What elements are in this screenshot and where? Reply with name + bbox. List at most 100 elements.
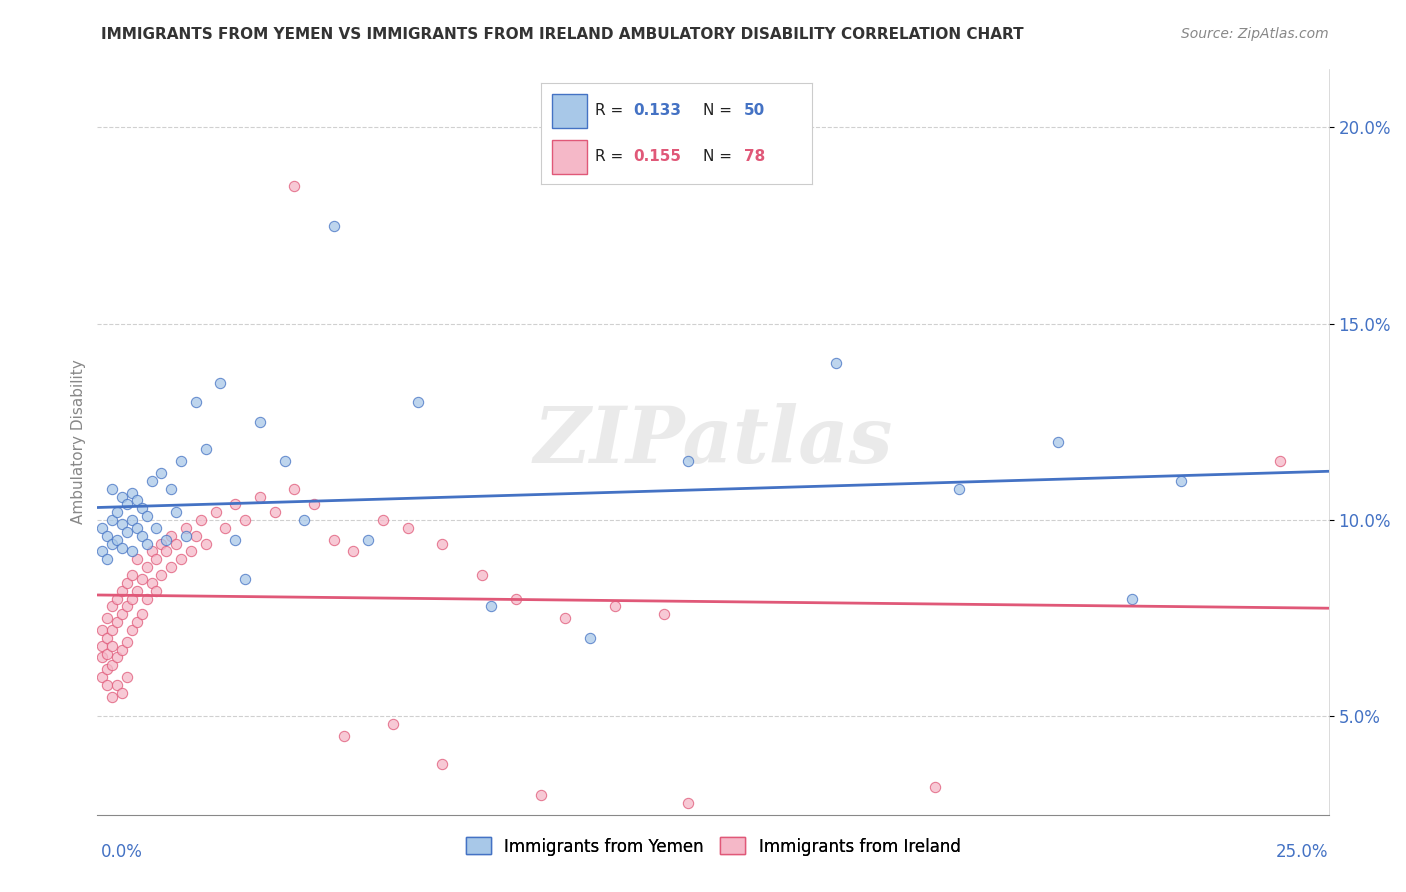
Point (91, 670, 114, 684)
Point (430, 536, 453, 550)
Point (160, 529, 183, 543)
Point (209, 376, 232, 390)
Point (283, 179, 305, 194)
Point (204, 505, 226, 519)
Point (91, 521, 114, 535)
Text: 25.0%: 25.0% (1277, 843, 1329, 861)
Point (131, 529, 153, 543)
Point (125, 615, 148, 629)
Point (170, 552, 193, 566)
Point (101, 639, 124, 653)
Point (141, 575, 163, 590)
Point (145, 552, 167, 566)
Point (96, 678, 118, 692)
Point (111, 583, 134, 598)
Point (135, 509, 157, 524)
Point (224, 533, 246, 547)
Legend: Immigrants from Yemen, Immigrants from Ireland: Immigrants from Yemen, Immigrants from I… (458, 830, 967, 863)
Point (825, 356, 848, 370)
Point (121, 568, 143, 582)
Point (121, 513, 143, 527)
Point (96, 662, 118, 676)
Point (505, 591, 527, 606)
Point (141, 474, 163, 488)
Point (111, 607, 134, 622)
Point (322, 219, 344, 233)
Point (371, 513, 394, 527)
Point (101, 690, 124, 704)
Point (174, 521, 197, 535)
Point (105, 650, 128, 665)
Point (652, 607, 675, 622)
Point (131, 501, 153, 516)
Point (141, 544, 163, 558)
Point (481, 599, 503, 614)
Point (530, 788, 553, 802)
Point (249, 490, 271, 504)
Point (471, 568, 494, 582)
Point (111, 516, 134, 531)
Text: IMMIGRANTS FROM YEMEN VS IMMIGRANTS FROM IRELAND AMBULATORY DISABILITY CORRELATI: IMMIGRANTS FROM YEMEN VS IMMIGRANTS FROM… (101, 27, 1024, 42)
Point (101, 599, 124, 614)
Point (125, 493, 148, 508)
Point (121, 544, 143, 558)
Point (111, 541, 134, 555)
Point (184, 395, 207, 409)
Point (233, 572, 256, 586)
Text: ZIPatlas: ZIPatlas (533, 403, 893, 480)
Point (948, 482, 970, 496)
Point (224, 497, 246, 511)
Point (101, 536, 124, 550)
Point (603, 599, 626, 614)
Point (135, 591, 157, 606)
Point (125, 583, 148, 598)
Point (357, 533, 380, 547)
Point (194, 536, 217, 550)
Point (150, 568, 173, 582)
Point (101, 482, 124, 496)
Point (131, 572, 153, 586)
Point (115, 497, 138, 511)
Point (96, 529, 118, 543)
Point (115, 670, 138, 684)
Point (1046, 434, 1069, 449)
Point (214, 521, 236, 535)
Point (678, 796, 700, 810)
Point (101, 513, 124, 527)
Point (174, 529, 197, 543)
Point (160, 560, 183, 574)
Point (105, 505, 128, 519)
Text: 0.0%: 0.0% (101, 843, 143, 861)
Point (273, 454, 295, 468)
Point (115, 599, 138, 614)
Point (105, 678, 128, 692)
Point (91, 650, 114, 665)
Point (96, 647, 118, 661)
Point (170, 454, 193, 468)
Point (155, 544, 177, 558)
Point (91, 639, 114, 653)
Point (249, 415, 271, 429)
Point (96, 631, 118, 645)
Point (121, 591, 143, 606)
Point (165, 536, 187, 550)
Point (155, 533, 177, 547)
Point (1121, 591, 1143, 606)
Point (115, 575, 138, 590)
Point (105, 533, 128, 547)
Point (194, 442, 217, 457)
Point (924, 780, 946, 794)
Point (145, 521, 167, 535)
Point (135, 536, 157, 550)
Point (111, 642, 134, 657)
Point (121, 623, 143, 637)
Point (1170, 474, 1192, 488)
Point (406, 395, 429, 409)
Point (302, 497, 325, 511)
Point (579, 631, 602, 645)
Point (91, 544, 114, 558)
Point (322, 533, 344, 547)
Point (190, 513, 212, 527)
Y-axis label: Ambulatory Disability: Ambulatory Disability (72, 359, 86, 524)
Point (131, 607, 153, 622)
